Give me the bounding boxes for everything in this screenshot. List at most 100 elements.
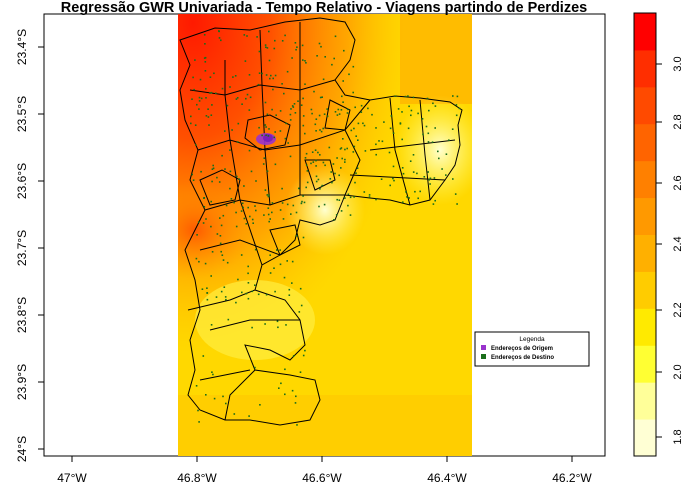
- destination-point: [215, 296, 218, 298]
- destination-point: [340, 109, 343, 111]
- destination-point: [258, 126, 260, 129]
- destination-point: [198, 260, 200, 263]
- destination-point: [268, 220, 270, 223]
- destination-point: [201, 288, 204, 290]
- destination-point: [283, 276, 286, 279]
- destination-point: [229, 187, 231, 190]
- destination-point: [204, 262, 207, 265]
- destination-point: [375, 143, 377, 146]
- destination-point: [305, 152, 308, 155]
- destination-points: [190, 30, 461, 426]
- destination-point: [234, 75, 237, 77]
- destination-point: [203, 34, 206, 36]
- destination-point: [276, 320, 279, 323]
- destination-point: [341, 95, 343, 98]
- destination-point: [295, 48, 297, 51]
- destination-point: [268, 128, 270, 130]
- destination-point: [209, 76, 212, 78]
- destination-point: [312, 161, 315, 163]
- destination-point: [220, 290, 223, 293]
- destination-point: [331, 63, 333, 66]
- destination-point: [303, 201, 306, 204]
- destination-point: [204, 70, 207, 72]
- destination-point: [318, 205, 320, 208]
- destination-point: [266, 113, 269, 116]
- destination-point: [338, 113, 341, 115]
- destination-point: [280, 382, 282, 385]
- destination-point: [290, 108, 292, 110]
- destination-point: [295, 211, 298, 214]
- destination-point: [251, 218, 254, 221]
- destination-point: [224, 168, 226, 170]
- destination-point: [304, 132, 306, 135]
- destination-point: [304, 83, 306, 85]
- destination-point: [224, 296, 227, 298]
- destination-point: [354, 106, 356, 109]
- destination-point: [422, 133, 424, 136]
- destination-point: [402, 172, 405, 175]
- destination-point: [267, 207, 270, 209]
- destination-point: [206, 298, 209, 301]
- destination-point: [264, 101, 267, 104]
- colorbar-segment: [634, 160, 656, 199]
- destination-point: [218, 181, 221, 183]
- x-tick-label: 47°W: [57, 471, 87, 485]
- colorbar-tick-label: 2.8: [672, 114, 684, 129]
- destination-point: [401, 138, 403, 141]
- destination-point: [428, 109, 430, 112]
- destination-point: [247, 297, 250, 300]
- destination-point: [401, 167, 404, 169]
- destination-point: [211, 168, 214, 170]
- destination-point: [302, 97, 304, 100]
- destination-point: [336, 157, 338, 159]
- destination-point: [266, 170, 269, 172]
- destination-point: [268, 59, 271, 62]
- y-tick-label: 23.4°S: [15, 29, 29, 65]
- destination-point: [323, 113, 326, 115]
- destination-point: [246, 93, 249, 96]
- destination-point: [451, 128, 454, 130]
- destination-point: [216, 176, 218, 179]
- destination-point: [210, 114, 213, 116]
- destination-point: [225, 298, 227, 301]
- destination-point: [296, 424, 298, 426]
- map-title: Regressão GWR Univariada - Tempo Relativ…: [61, 0, 587, 16]
- destination-point: [319, 129, 321, 131]
- destination-point: [205, 97, 207, 99]
- destination-point: [321, 96, 323, 98]
- destination-point: [315, 165, 317, 167]
- destination-point: [337, 108, 340, 111]
- destination-point: [192, 76, 194, 79]
- destination-point: [219, 235, 222, 237]
- destination-point: [198, 100, 201, 102]
- destination-point: [412, 96, 415, 99]
- destination-point: [271, 211, 273, 214]
- legend-swatch-origin: [481, 345, 486, 350]
- destination-point: [295, 235, 298, 237]
- destination-point: [276, 249, 278, 251]
- destination-point: [455, 104, 458, 106]
- destination-point: [265, 126, 267, 128]
- destination-point: [340, 147, 343, 149]
- destination-point: [322, 78, 325, 81]
- destination-point: [317, 151, 319, 154]
- destination-point: [294, 112, 297, 114]
- destination-point: [197, 221, 200, 223]
- x-axis: [71, 456, 573, 462]
- destination-point: [285, 324, 287, 326]
- destination-point: [274, 39, 276, 42]
- colorbar-frame: [633, 12, 657, 457]
- destination-point: [236, 175, 238, 178]
- destination-point: [205, 394, 207, 396]
- destination-point: [226, 261, 229, 264]
- destination-point: [330, 171, 332, 173]
- destination-point: [193, 88, 195, 91]
- colorbar-segment: [634, 13, 656, 51]
- destination-point: [215, 92, 217, 95]
- destination-point: [375, 153, 377, 156]
- destination-point: [225, 204, 228, 207]
- destination-point: [392, 177, 394, 180]
- destination-point: [288, 294, 291, 296]
- x-tick-label: 46.2°W: [552, 471, 592, 485]
- destination-point: [389, 184, 391, 187]
